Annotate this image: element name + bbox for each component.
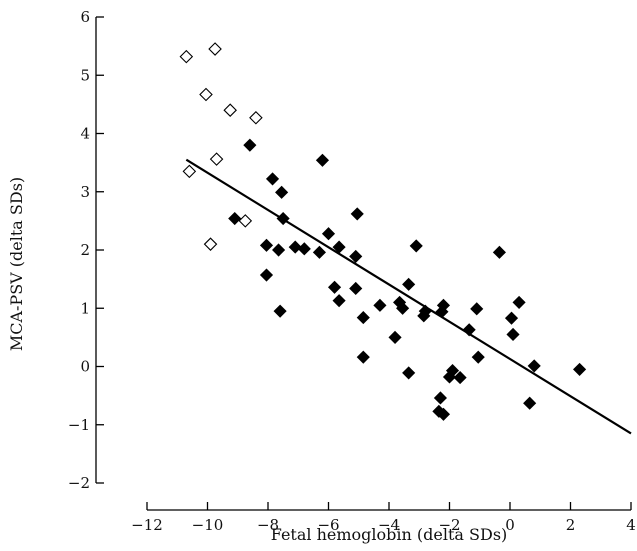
y-tick-label: 5 [80,66,90,84]
y-tick-label: 3 [80,183,90,201]
data-point-filled [265,172,280,186]
data-point-filled [402,277,416,291]
x-tick-label: −2 [438,516,460,534]
x-tick-label: 4 [626,516,636,534]
data-point-filled [436,407,451,421]
y-tick-label: −1 [68,416,90,434]
data-point-filled [433,391,447,405]
data-point-filled [506,327,520,342]
data-point-filled [470,302,484,316]
data-point-filled [504,311,519,325]
data-point-open [238,214,253,228]
data-point-filled [327,280,342,294]
data-point-filled [272,243,286,257]
data-point-filled [356,350,370,364]
x-tick-label: −10 [192,516,224,534]
data-point-filled [228,211,242,226]
data-point-open [203,237,218,251]
x-tick-label: −4 [378,516,400,534]
y-tick-label: −2 [68,474,90,492]
data-point-filled [273,304,287,318]
x-tick-label: 0 [505,516,515,534]
data-point-open [182,164,197,179]
data-point-filled [288,240,302,254]
data-point-filled [471,350,485,364]
data-point-filled [312,245,326,259]
data-point-filled [321,227,336,241]
data-point-filled [350,207,364,221]
x-tick-label: −6 [317,516,339,534]
data-point-filled [297,242,311,256]
data-point-open [199,87,213,102]
y-axis-title: MCA-PSV (delta SDs) [7,177,26,351]
data-point-filled [527,359,541,373]
regression-line [185,158,632,435]
y-tick-label: 2 [80,241,90,259]
x-tick-label: −8 [257,516,279,534]
x-axis-title: Fetal hemoglobin (delta SDs) [271,525,508,544]
y-tick-label: 0 [80,358,90,376]
data-point-filled [349,281,363,296]
data-point-filled [275,185,289,199]
y-tick-label: 4 [80,125,90,143]
data-point-filled [453,371,467,385]
data-point-filled [523,396,537,410]
data-point-open [179,49,194,64]
x-tick-label: 2 [566,516,576,534]
data-point-filled [396,301,410,315]
data-point-filled [259,268,274,282]
data-point-filled [349,249,363,263]
data-point-open [249,110,263,125]
data-point-filled [445,364,460,378]
data-point-filled [356,311,370,325]
data-point-filled [243,138,257,152]
data-point-open [209,152,224,166]
data-point-filled [373,298,387,312]
data-point-filled [409,239,423,253]
y-tick-label: 1 [80,299,90,317]
data-point-filled [315,153,330,167]
y-tick-label: 6 [80,8,90,26]
data-point-filled [402,366,416,380]
data-point-filled [512,295,526,309]
data-point-open [223,103,237,117]
x-tick-label: −12 [131,516,163,534]
data-point-filled [332,294,346,308]
data-points [179,42,587,421]
data-point-filled [388,330,402,344]
data-point-filled [259,238,274,252]
data-point-filled [573,362,587,376]
data-point-open [208,42,222,56]
data-point-filled [492,245,506,259]
